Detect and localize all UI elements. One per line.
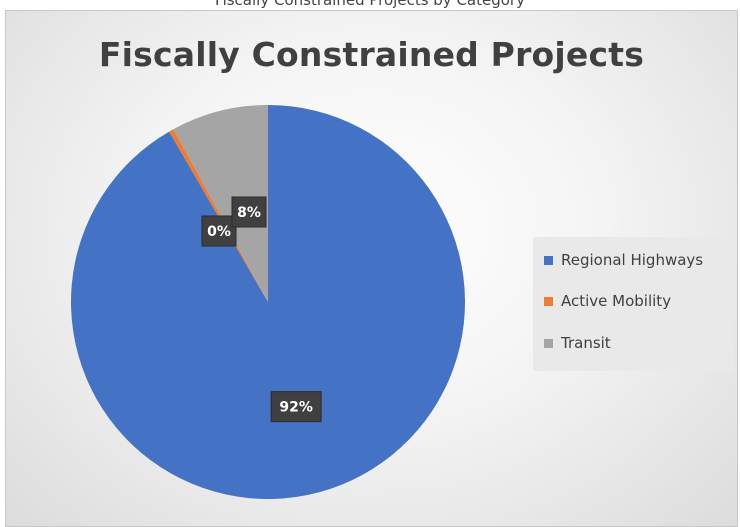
legend-label-transit: Transit — [561, 334, 611, 352]
pie-slice-transit — [173, 105, 268, 302]
chart-area: Fiscally Constrained Projects 92% 0% 8% Re… — [5, 10, 738, 527]
legend-swatch-transit — [544, 338, 553, 348]
legend-item-regional-highways: Regional Highways — [544, 248, 703, 272]
data-label-regional-highways: 92% — [270, 391, 322, 423]
top-caption: Fiscally Constrained Projects by Categor… — [215, 0, 525, 9]
data-label-transit: 8% — [231, 196, 267, 228]
legend-item-transit: Transit — [544, 331, 611, 355]
legend-swatch-active-mobility — [544, 296, 553, 306]
data-label-text-active-mobility: 0% — [207, 224, 231, 240]
data-label-text-transit: 8% — [237, 205, 261, 221]
legend-swatch-regional-highways — [544, 255, 553, 265]
legend: Regional Highways Active Mobility Transi… — [533, 237, 733, 371]
data-label-text-regional-highways: 92% — [279, 400, 313, 416]
pie-chart: 92% 0% 8% — [70, 105, 466, 500]
chart-title: Fiscally Constrained Projects — [98, 35, 645, 74]
legend-label-regional-highways: Regional Highways — [561, 251, 704, 269]
data-label-active-mobility: 0% — [201, 215, 237, 247]
legend-item-active-mobility: Active Mobility — [544, 289, 671, 313]
legend-label-active-mobility: Active Mobility — [561, 292, 672, 310]
